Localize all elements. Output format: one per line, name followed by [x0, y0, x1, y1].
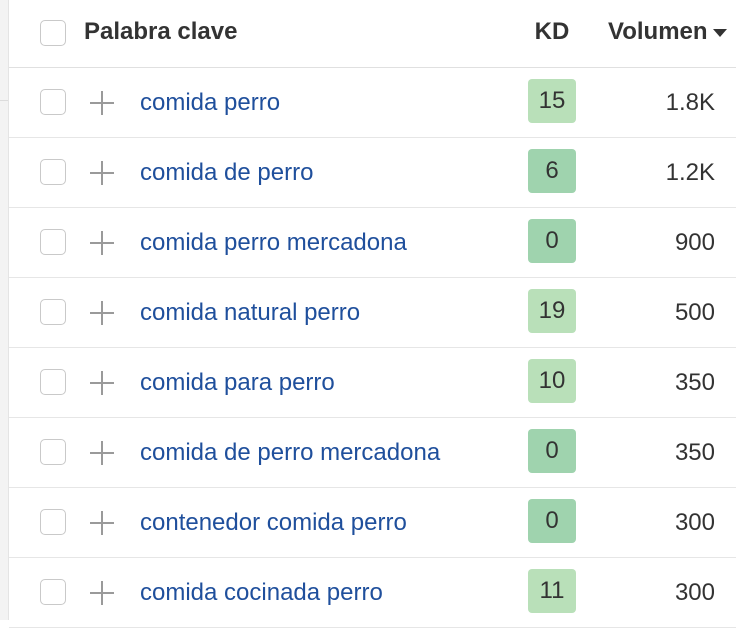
row-checkbox[interactable]: [40, 439, 66, 465]
keyword-column-header[interactable]: Palabra clave: [84, 18, 238, 45]
sort-down-icon[interactable]: [712, 28, 727, 37]
row-checkbox[interactable]: [40, 159, 66, 185]
volume-value: 1.8K: [665, 89, 715, 116]
add-to-list-icon[interactable]: [89, 370, 115, 396]
add-to-list-icon[interactable]: [89, 510, 115, 536]
volume-value: 300: [674, 509, 715, 536]
volume-value: 500: [674, 299, 715, 326]
table-row: comida cocinada perro 11 300: [9, 558, 736, 628]
keyword-link[interactable]: comida de perro mercadona: [140, 439, 441, 466]
keyword-link[interactable]: comida para perro: [140, 369, 335, 396]
row-checkbox[interactable]: [40, 579, 66, 605]
keyword-link[interactable]: comida perro mercadona: [140, 229, 407, 256]
row-checkbox[interactable]: [40, 229, 66, 255]
kd-badge: 6: [528, 149, 576, 193]
table-body: comida perro 15 1.8K comida de perro 6 1.2K co…: [9, 68, 736, 628]
table-row: comida perro mercadona 0 900: [9, 208, 736, 278]
kd-badge: 11: [528, 569, 576, 613]
row-checkbox[interactable]: [40, 89, 66, 115]
kd-badge: 0: [528, 429, 576, 473]
table-row: comida natural perro 19 500: [9, 278, 736, 348]
row-checkbox[interactable]: [40, 509, 66, 535]
kd-badge: 15: [528, 79, 576, 123]
keyword-link[interactable]: comida natural perro: [140, 299, 361, 326]
add-to-list-icon[interactable]: [89, 440, 115, 466]
keyword-link[interactable]: contenedor comida perro: [140, 509, 407, 536]
table-row: comida perro 15 1.8K: [9, 68, 736, 138]
keywords-table: Palabra clave KD Volumen comida perro 15 1…: [9, 0, 736, 628]
add-to-list-icon[interactable]: [89, 300, 115, 326]
volume-value: 300: [674, 579, 715, 606]
table-row: comida de perro mercadona 0 350: [9, 418, 736, 488]
rail-divider: [0, 100, 8, 101]
add-to-list-icon[interactable]: [89, 160, 115, 186]
table-row: comida de perro 6 1.2K: [9, 138, 736, 208]
volume-value: 350: [674, 439, 715, 466]
volume-column-label: Volumen: [608, 18, 708, 45]
kd-badge: 19: [528, 289, 576, 333]
keyword-link[interactable]: comida perro: [140, 89, 281, 116]
volume-column-header[interactable]: Volumen: [608, 18, 727, 46]
add-to-list-icon[interactable]: [89, 90, 115, 116]
table-row: comida para perro 10 350: [9, 348, 736, 418]
row-checkbox[interactable]: [40, 299, 66, 325]
keyword-link[interactable]: comida cocinada perro: [140, 579, 383, 606]
row-checkbox[interactable]: [40, 369, 66, 395]
volume-value: 900: [674, 229, 715, 256]
add-to-list-icon[interactable]: [89, 580, 115, 606]
kd-badge: 10: [528, 359, 576, 403]
volume-value: 1.2K: [665, 159, 715, 186]
select-all-checkbox[interactable]: [40, 20, 66, 46]
kd-column-header[interactable]: KD: [534, 18, 570, 45]
kd-badge: 0: [528, 219, 576, 263]
table-header: Palabra clave KD Volumen: [9, 0, 736, 68]
table-row: contenedor comida perro 0 300: [9, 488, 736, 558]
keyword-link[interactable]: comida de perro: [140, 159, 314, 186]
add-to-list-icon[interactable]: [89, 230, 115, 256]
kd-badge: 0: [528, 499, 576, 543]
left-side-rail: [0, 0, 9, 620]
volume-value: 350: [674, 369, 715, 396]
